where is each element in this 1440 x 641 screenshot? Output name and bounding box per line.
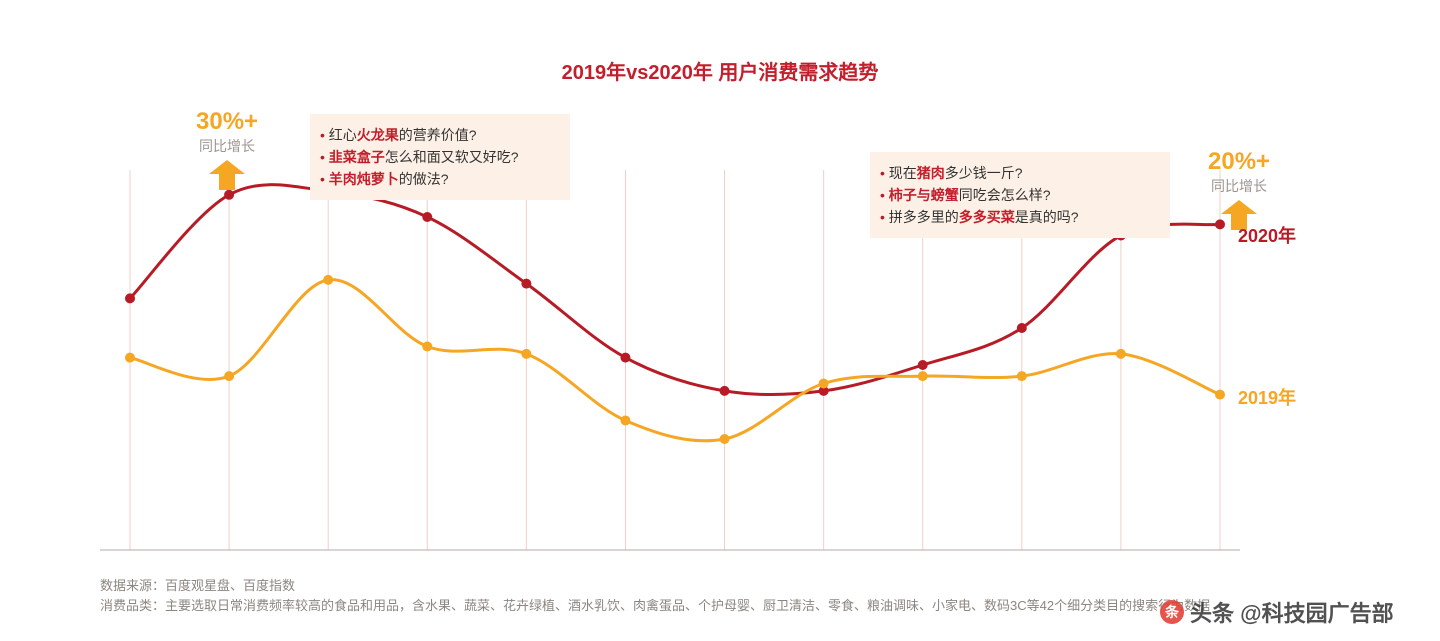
callout-item: 拼多多里的多多买菜是真的吗? — [880, 206, 1154, 228]
toutiao-icon: 条 — [1160, 600, 1184, 624]
data-point — [125, 353, 135, 363]
callout-item: 现在猪肉多少钱一斤? — [880, 162, 1154, 184]
series-label-2019: 2019年 — [1238, 384, 1296, 410]
callout-item: 红心火龙果的营养价值? — [320, 124, 554, 146]
data-point — [224, 371, 234, 381]
footer-line1-label: 数据来源： — [100, 578, 165, 593]
callout-item: 柿子与螃蟹同吃会怎么样? — [880, 184, 1154, 206]
data-point — [1017, 371, 1027, 381]
data-point — [125, 293, 135, 303]
data-point — [720, 386, 730, 396]
arrow-up-icon — [209, 160, 245, 190]
growth-badge-left: 30%+ 同比增长 — [196, 108, 258, 195]
data-point — [422, 212, 432, 222]
data-point — [918, 371, 928, 381]
callout-left-list: 红心火龙果的营养价值?韭菜盒子怎么和面又软又好吃?羊肉炖萝卜的做法? — [320, 124, 554, 190]
growth-sub-left: 同比增长 — [196, 136, 258, 156]
growth-sub-right: 同比增长 — [1208, 176, 1270, 196]
callout-item: 韭菜盒子怎么和面又软又好吃? — [320, 146, 554, 168]
footer-line-1: 数据来源：百度观星盘、百度指数 — [100, 576, 1410, 596]
data-point — [323, 275, 333, 285]
data-point — [720, 434, 730, 444]
data-point — [1116, 349, 1126, 359]
data-point — [620, 353, 630, 363]
data-point — [1017, 323, 1027, 333]
growth-pct-left: 30%+ — [196, 108, 258, 136]
data-point — [819, 379, 829, 389]
footer-line2-label: 消费品类： — [100, 598, 165, 613]
series-line-2019年 — [130, 280, 1220, 441]
watermark-text: 头条 @科技园广告部 — [1190, 596, 1394, 628]
series-label-2020: 2020年 — [1238, 222, 1296, 248]
callout-item: 羊肉炖萝卜的做法? — [320, 168, 554, 190]
callout-right: 现在猪肉多少钱一斤?柿子与螃蟹同吃会怎么样?拼多多里的多多买菜是真的吗? — [870, 152, 1170, 238]
data-point — [918, 360, 928, 370]
callout-left: 红心火龙果的营养价值?韭菜盒子怎么和面又软又好吃?羊肉炖萝卜的做法? — [310, 114, 570, 200]
data-point — [521, 279, 531, 289]
data-point — [620, 416, 630, 426]
data-point — [422, 342, 432, 352]
callout-right-list: 现在猪肉多少钱一斤?柿子与螃蟹同吃会怎么样?拼多多里的多多买菜是真的吗? — [880, 162, 1154, 228]
watermark: 条 头条 @科技园广告部 — [1160, 596, 1394, 628]
data-point — [1215, 390, 1225, 400]
footer-line1-value: 百度观星盘、百度指数 — [165, 578, 295, 593]
footer-line2-value: 主要选取日常消费频率较高的食品和用品，含水果、蔬菜、花卉绿植、酒水乳饮、肉禽蛋品… — [165, 598, 1210, 613]
growth-pct-right: 20%+ — [1208, 148, 1270, 176]
data-point — [521, 349, 531, 359]
trend-chart — [0, 0, 1440, 641]
